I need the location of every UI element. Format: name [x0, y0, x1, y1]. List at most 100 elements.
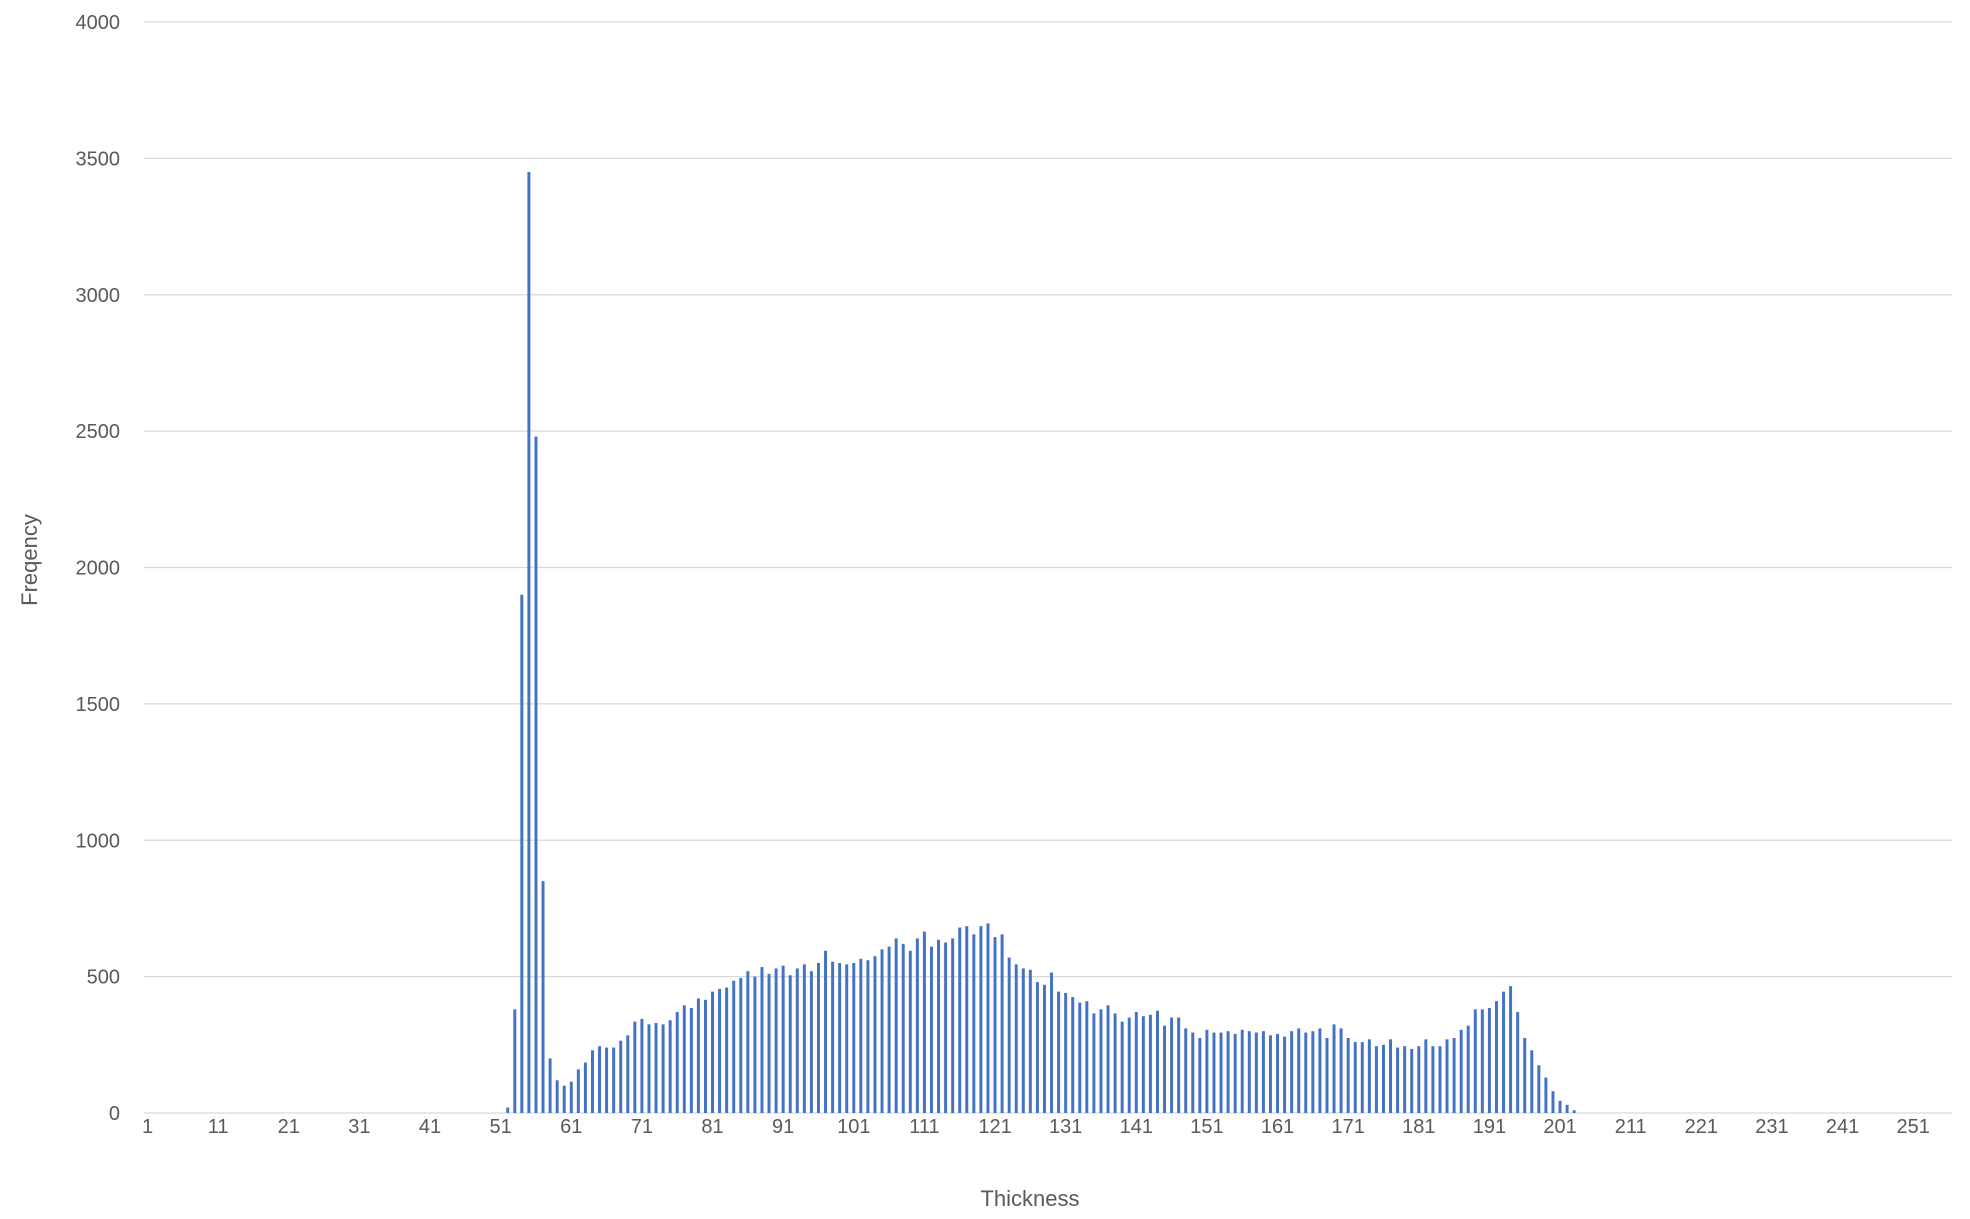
bar-141: [1134, 1012, 1138, 1113]
y-tick-label: 500: [87, 967, 120, 989]
bar-145: [1163, 1025, 1167, 1113]
bar-115: [951, 938, 955, 1113]
bar-138: [1113, 1013, 1117, 1113]
bar-168: [1325, 1037, 1329, 1113]
bar-113: [937, 939, 941, 1113]
bar-79: [696, 998, 700, 1113]
bars: [506, 172, 1576, 1114]
x-tick-label: 41: [419, 1116, 441, 1138]
bar-181: [1417, 1046, 1421, 1113]
bar-124: [1014, 964, 1018, 1113]
bar-156: [1240, 1029, 1244, 1113]
bar-136: [1099, 1009, 1103, 1113]
bar-70: [633, 1021, 637, 1113]
bar-202: [1565, 1104, 1569, 1113]
bar-191: [1487, 1007, 1491, 1113]
bar-131: [1064, 992, 1068, 1113]
bar-129: [1050, 972, 1054, 1113]
bar-69: [626, 1035, 630, 1113]
bar-63: [583, 1062, 587, 1113]
bar-180: [1410, 1048, 1414, 1113]
bar-196: [1523, 1037, 1527, 1113]
bar-198: [1537, 1065, 1541, 1113]
bar-148: [1184, 1028, 1188, 1113]
bar-91: [781, 965, 785, 1113]
x-tick-label: 21: [278, 1116, 300, 1138]
bar-97: [824, 950, 828, 1113]
bar-190: [1480, 1009, 1484, 1113]
bar-185: [1445, 1039, 1449, 1113]
bar-135: [1092, 1013, 1096, 1113]
bar-74: [661, 1024, 665, 1113]
bar-65: [598, 1046, 602, 1113]
bar-130: [1057, 991, 1061, 1113]
bar-200: [1551, 1091, 1555, 1113]
x-tick-label: 191: [1473, 1116, 1506, 1138]
x-tick-label: 231: [1755, 1116, 1788, 1138]
bar-150: [1198, 1037, 1202, 1113]
bar-90: [774, 968, 778, 1113]
bar-68: [619, 1040, 623, 1113]
bar-183: [1431, 1046, 1435, 1113]
bar-88: [760, 967, 764, 1113]
gridlines: [144, 21, 1952, 1114]
y-tick-label: 4000: [76, 12, 121, 34]
bar-147: [1177, 1017, 1181, 1113]
bar-112: [929, 946, 933, 1113]
bar-166: [1311, 1031, 1315, 1113]
bar-57: [541, 881, 545, 1113]
bar-93: [795, 968, 799, 1113]
x-tick-label: 31: [348, 1116, 370, 1138]
x-tick-label: 221: [1685, 1116, 1718, 1138]
bar-120: [986, 923, 990, 1113]
bar-67: [612, 1047, 616, 1113]
y-axis-title: Freqency: [17, 514, 42, 606]
x-tick-label: 251: [1896, 1116, 1929, 1138]
bar-81: [711, 991, 715, 1113]
bar-127: [1035, 982, 1039, 1113]
bar-116: [958, 927, 962, 1113]
bar-111: [922, 931, 926, 1113]
bar-105: [880, 949, 884, 1113]
bar-119: [979, 926, 983, 1113]
bar-87: [753, 976, 757, 1114]
bar-170: [1339, 1028, 1343, 1113]
bar-109: [908, 950, 912, 1113]
x-tick-label: 111: [909, 1116, 939, 1138]
bar-144: [1155, 1010, 1159, 1113]
bar-103: [866, 960, 870, 1113]
bar-56: [534, 436, 538, 1114]
bar-114: [944, 942, 948, 1113]
bar-106: [887, 946, 891, 1113]
bar-134: [1085, 1001, 1089, 1113]
bar-182: [1424, 1039, 1428, 1113]
bar-158: [1254, 1032, 1258, 1113]
bar-178: [1396, 1047, 1400, 1113]
bar-128: [1042, 984, 1046, 1113]
bar-78: [689, 1007, 693, 1113]
bar-155: [1233, 1033, 1237, 1113]
x-tick-label: 91: [772, 1116, 794, 1138]
x-tick-label: 151: [1190, 1116, 1223, 1138]
bar-177: [1389, 1039, 1393, 1113]
bar-201: [1558, 1100, 1562, 1113]
bar-149: [1191, 1032, 1195, 1113]
bar-203: [1572, 1110, 1576, 1113]
bar-164: [1297, 1028, 1301, 1113]
bar-179: [1403, 1046, 1407, 1113]
bar-126: [1028, 969, 1032, 1113]
bar-62: [576, 1069, 580, 1113]
bar-75: [668, 1020, 672, 1113]
y-tick-label: 2000: [76, 558, 121, 580]
x-tick-label: 201: [1543, 1116, 1576, 1138]
x-tick-label: 101: [837, 1116, 870, 1138]
bar-143: [1148, 1014, 1152, 1113]
bar-108: [901, 943, 905, 1113]
bar-104: [873, 956, 877, 1113]
bar-167: [1318, 1028, 1322, 1113]
bar-55: [527, 172, 531, 1113]
bar-195: [1516, 1012, 1520, 1113]
bar-160: [1268, 1035, 1272, 1113]
bar-162: [1283, 1036, 1287, 1113]
bar-173: [1360, 1042, 1364, 1113]
